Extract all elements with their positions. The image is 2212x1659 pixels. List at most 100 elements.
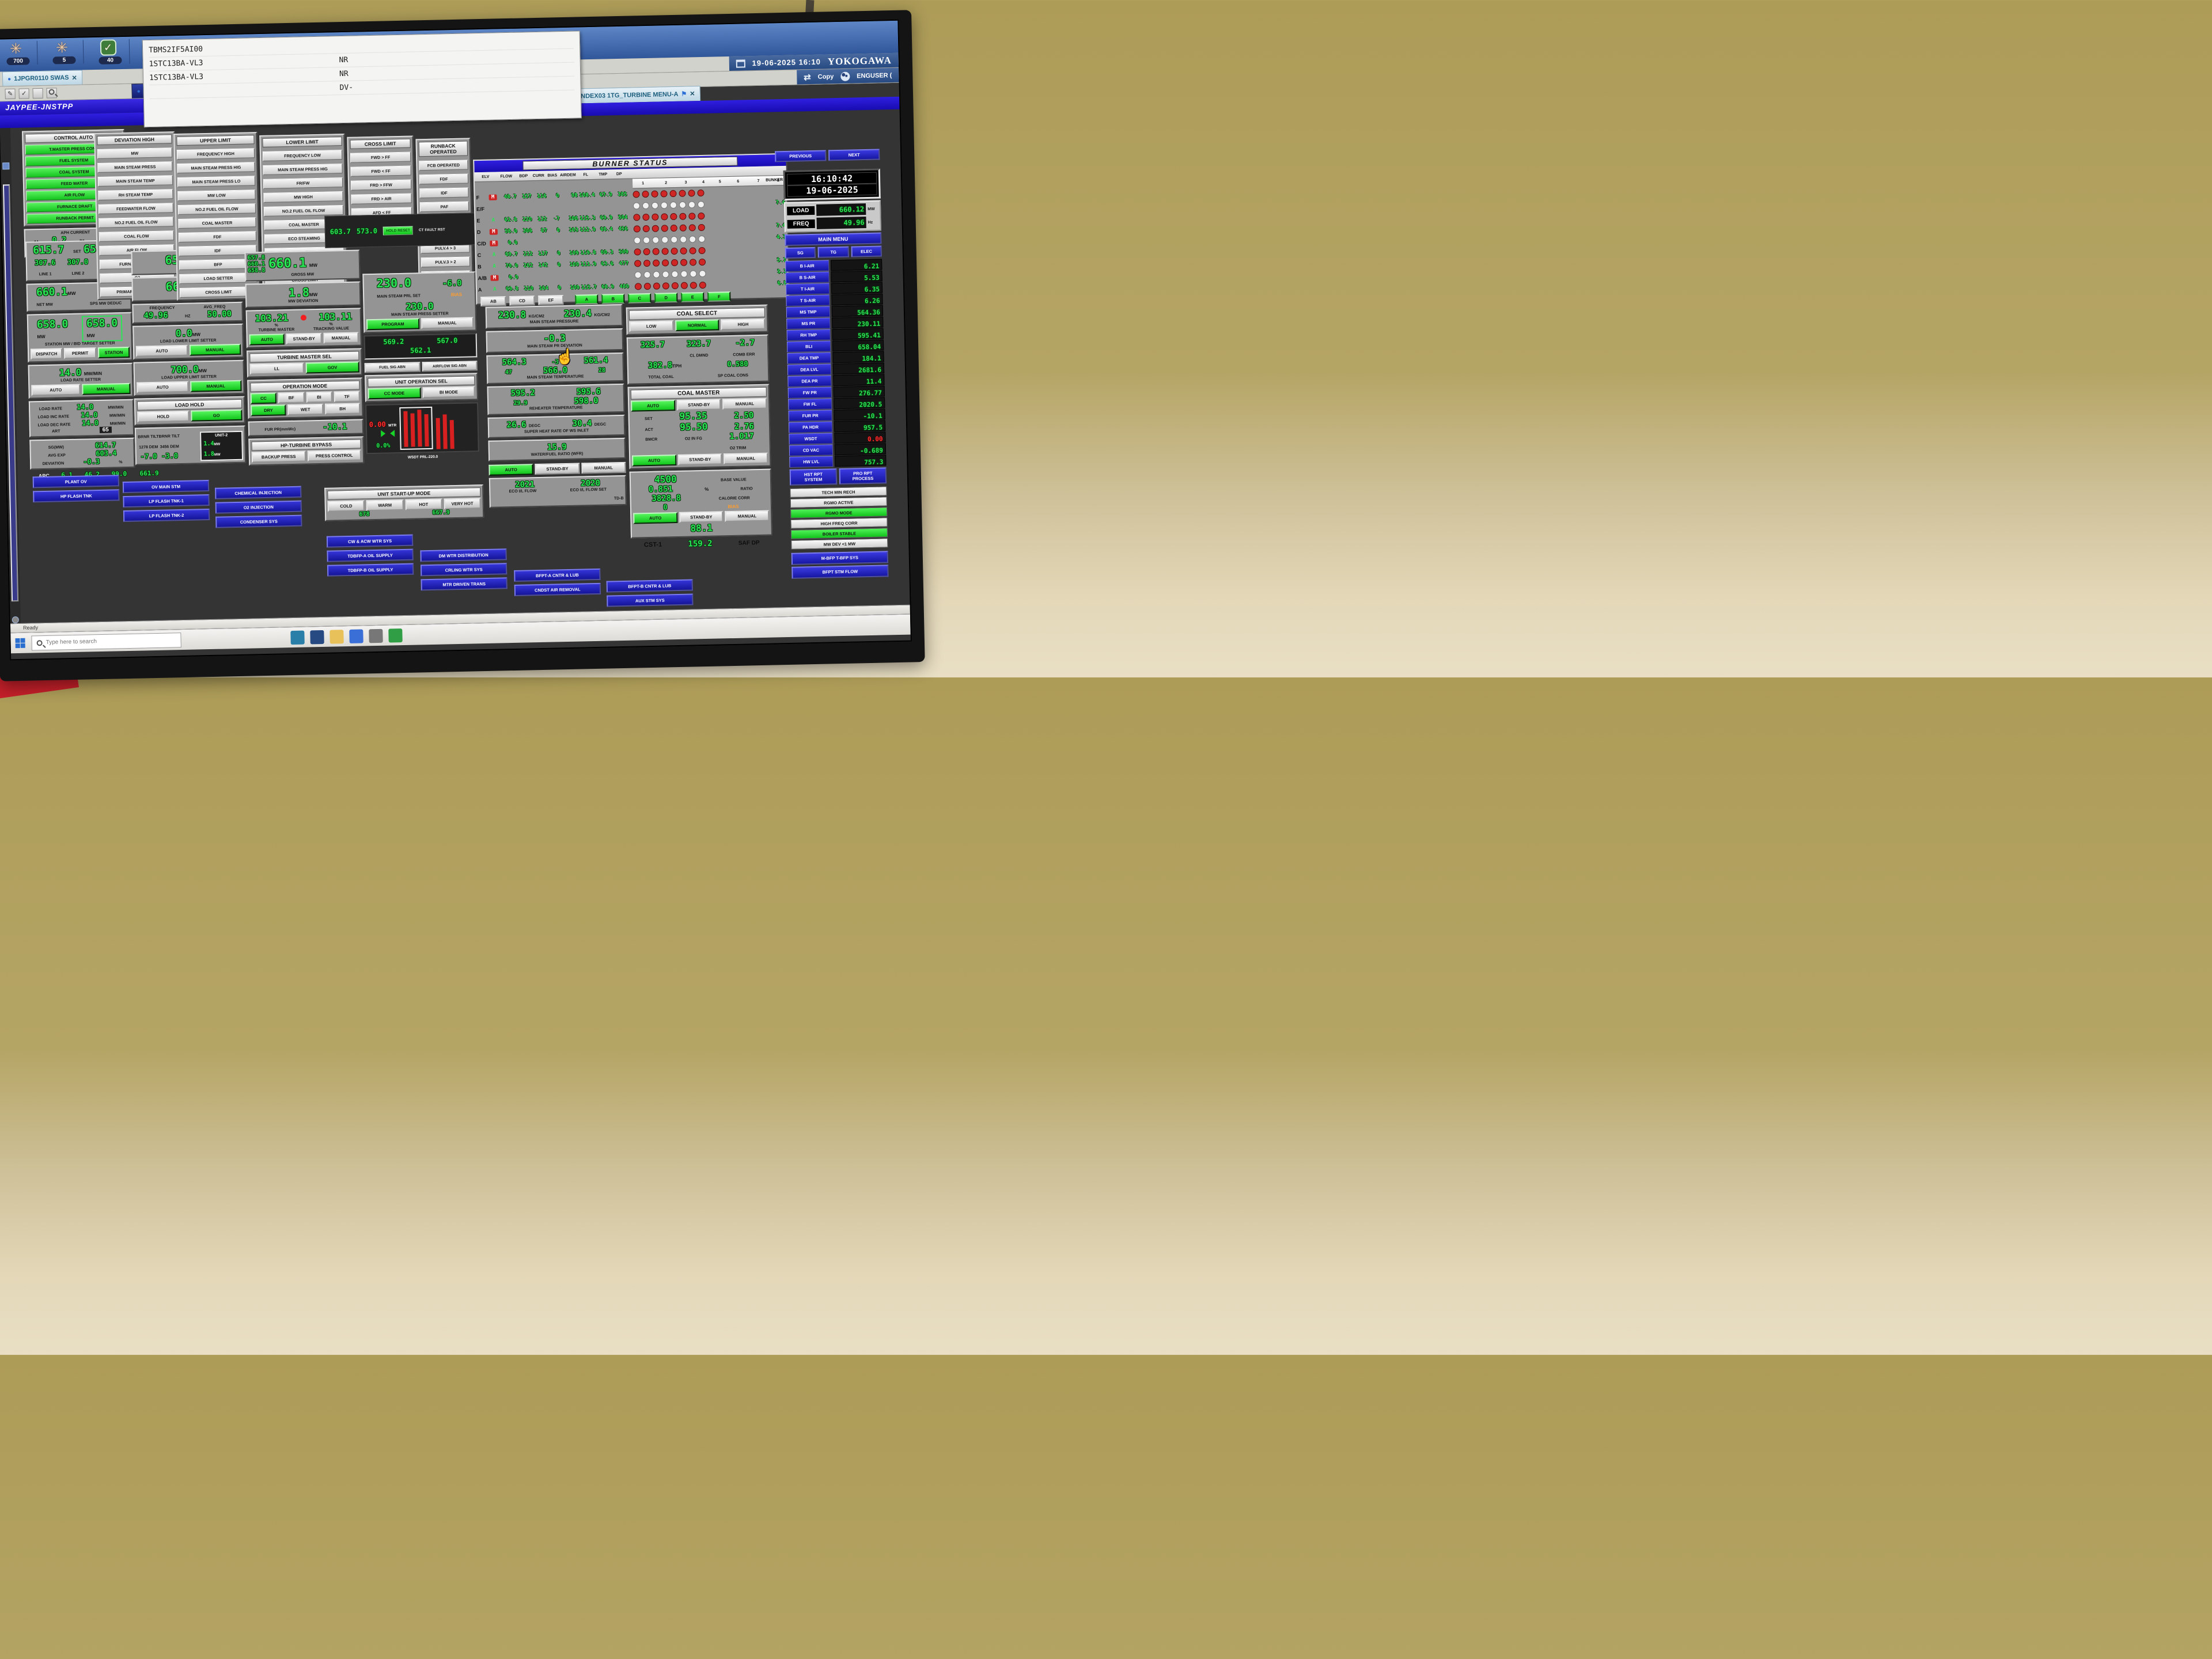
hold-reset-button[interactable]: HOLD RESET: [382, 226, 414, 236]
cross-limit-item[interactable]: FWD > FF: [350, 151, 411, 163]
coal-low-button[interactable]: LOW: [629, 320, 674, 332]
nav-button[interactable]: HP FLASH TNK: [33, 489, 120, 503]
tf-button[interactable]: TF: [334, 391, 361, 403]
burner-elev-button[interactable]: F: [707, 291, 731, 302]
nav-button[interactable]: O2 INJECTION: [215, 500, 302, 514]
bid-target[interactable]: 658.0: [86, 317, 118, 330]
press-control-button[interactable]: PRESS CONTROL: [307, 449, 362, 462]
taskbar-icon-2[interactable]: [310, 630, 324, 644]
burner-elev-button[interactable]: A: [575, 294, 599, 305]
lower-limit-item[interactable]: NO.2 FUEL OIL FLOW: [263, 205, 344, 217]
burner-elevation[interactable]: F: [476, 195, 480, 201]
burner-elev-button[interactable]: C: [628, 293, 652, 304]
parameter-button[interactable]: DEA TMP: [787, 352, 831, 364]
burner-elevation[interactable]: A: [478, 287, 482, 293]
upper-manual-button[interactable]: MANUAL: [190, 380, 242, 392]
parameter-button[interactable]: B S-AIR: [785, 271, 830, 283]
bi-mode-button[interactable]: BI MODE: [422, 386, 475, 399]
taskbar-icon-3[interactable]: [329, 629, 344, 644]
copy-button[interactable]: Copy: [817, 73, 834, 81]
bh-button[interactable]: BH: [324, 403, 361, 415]
cal-standby-button[interactable]: STAND-BY: [679, 511, 724, 523]
nav-button[interactable]: CNDST AIR REMOVAL: [514, 582, 601, 596]
bi-button[interactable]: BI: [306, 391, 332, 403]
upper-auto-button[interactable]: AUTO: [137, 381, 189, 393]
dispatch-button[interactable]: DISPATCH: [30, 348, 63, 360]
taskbar-icon-1[interactable]: [290, 630, 305, 645]
upper-limit-item[interactable]: COAL MASTER: [178, 217, 256, 229]
deviation-item[interactable]: FEEDWATER FLOW: [98, 203, 174, 214]
taskbar-search[interactable]: [31, 632, 181, 651]
parameter-button[interactable]: MS TMP: [786, 306, 831, 318]
runback-item[interactable]: FCB OPERATED: [419, 160, 468, 171]
coal-auto-button[interactable]: AUTO: [631, 400, 676, 412]
nav-button[interactable]: CHEMICAL INJECTION: [215, 486, 302, 499]
nav-button[interactable]: CONDENSER SYS: [215, 514, 302, 528]
upper-limit-item[interactable]: MAIN STEAM PRESS LO: [177, 176, 256, 188]
close-icon[interactable]: ✕: [71, 74, 77, 82]
parameter-button[interactable]: MS PR: [786, 317, 831, 329]
burner-elevation[interactable]: D: [476, 229, 481, 236]
burner-pair-button[interactable]: CD: [509, 296, 535, 306]
hst-rpt-button[interactable]: HST RPT SYSTEM: [789, 468, 838, 486]
swap-icon[interactable]: ⇄: [803, 72, 811, 82]
flag-icon[interactable]: ⚑: [681, 90, 687, 98]
nav-button[interactable]: CRLING WTR SYS: [420, 563, 507, 577]
nav-button[interactable]: LP FLASH TNK-2: [123, 509, 210, 522]
rate-auto-button[interactable]: AUTO: [31, 384, 81, 396]
backup-press-button[interactable]: BACKUP PRESS: [251, 450, 306, 463]
pro-rpt-button[interactable]: PRO RPT PROCESS: [839, 467, 887, 485]
parameter-button[interactable]: PA HDR: [788, 421, 833, 433]
lower-limit-item[interactable]: MAIN STEAM PRESS HIG: [263, 164, 343, 175]
lower-auto-button[interactable]: AUTO: [135, 344, 188, 357]
nav-button[interactable]: BFPT-B CNTR & LUB: [606, 579, 694, 593]
coal-high-button[interactable]: HIGH: [721, 318, 766, 331]
burner-elev-button[interactable]: E: [681, 291, 704, 302]
cc-button[interactable]: CC: [250, 392, 277, 404]
tm-standby-button[interactable]: STAND-BY: [286, 333, 322, 345]
sg-button[interactable]: SG: [785, 247, 816, 259]
coal-normal-button[interactable]: NORMAL: [675, 319, 719, 332]
burner-elevation[interactable]: E: [476, 218, 480, 224]
runback-item[interactable]: FDF: [419, 173, 469, 185]
runback-item[interactable]: IDF: [419, 187, 469, 199]
search-input[interactable]: [46, 637, 156, 646]
cold-button[interactable]: COLD: [327, 500, 365, 512]
warm-button[interactable]: WARM: [366, 499, 404, 512]
burner-pair-button[interactable]: EF: [538, 295, 564, 305]
parameter-button[interactable]: HW LVL: [789, 456, 834, 468]
alarm-lamp-2[interactable]: ✳ 5: [52, 40, 84, 65]
deviation-item[interactable]: COAL FLOW: [99, 230, 175, 242]
setter-manual-button[interactable]: MANUAL: [421, 317, 474, 329]
wet-button[interactable]: WET: [287, 404, 324, 416]
close-icon[interactable]: ✕: [690, 90, 695, 98]
print-icon[interactable]: [32, 88, 43, 99]
runback-item[interactable]: PULV.3 > 2: [421, 256, 471, 268]
tg-button[interactable]: TG: [817, 246, 849, 258]
burner-elevation[interactable]: E/F: [476, 206, 485, 213]
parameter-button[interactable]: T I-AIR: [785, 283, 830, 295]
go-button[interactable]: GO: [190, 410, 243, 422]
ll-button[interactable]: LL: [249, 362, 304, 375]
right-nav-button[interactable]: BFPT STM FLOW: [791, 565, 889, 579]
alarm-lamp-1[interactable]: ✳ 700: [6, 41, 38, 66]
deviation-item[interactable]: MAIN STEAM TEMP: [97, 175, 173, 187]
cross-limit-item[interactable]: FWD < FF: [350, 165, 411, 177]
burner-elevation[interactable]: C: [477, 252, 482, 259]
o2-auto-button[interactable]: AUTO: [632, 454, 677, 467]
taskbar-icon-4[interactable]: [349, 628, 363, 643]
nav-button[interactable]: MTR DRIVEN TRANS: [421, 577, 507, 591]
parameter-button[interactable]: CD VAC: [789, 444, 834, 456]
parameter-button[interactable]: FUR PR: [788, 410, 832, 422]
parameter-button[interactable]: DEA LVL: [787, 363, 832, 376]
rate-manual-button[interactable]: MANUAL: [81, 382, 131, 395]
pen-icon[interactable]: ✎: [5, 88, 16, 99]
nav-button[interactable]: TDBFP-A OIL SUPPLY: [327, 548, 414, 562]
upper-limit-item[interactable]: FREQUENCY HIGH: [176, 148, 255, 160]
runback-item[interactable]: PAF: [419, 201, 469, 213]
burner-elevation[interactable]: A/B: [478, 275, 487, 282]
cross-limit-item[interactable]: FRD > FFW: [350, 179, 412, 191]
check-icon[interactable]: ✓: [18, 88, 29, 99]
parameter-button[interactable]: FW FL: [788, 398, 832, 410]
nav-button[interactable]: PLANT OV: [32, 475, 119, 488]
